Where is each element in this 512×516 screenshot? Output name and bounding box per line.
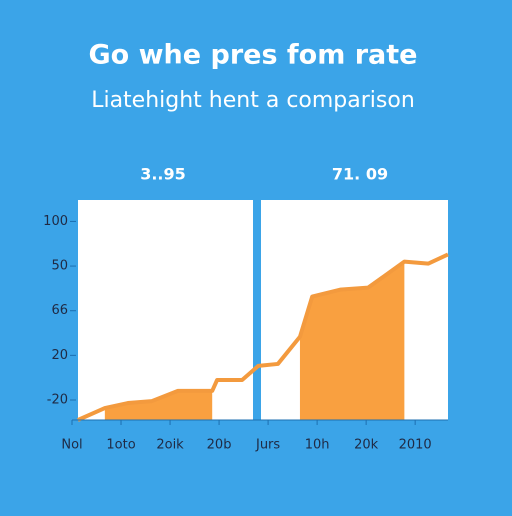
x-tick-label: Nol: [61, 438, 82, 453]
y-tick-label: 50: [51, 259, 68, 274]
x-tick-label: Jurs: [255, 438, 280, 453]
x-tick-label: 20b: [207, 438, 232, 453]
x-tick-label: 20k: [354, 438, 379, 453]
x-tick-label: 2010: [399, 438, 432, 453]
y-tick-label: 66: [51, 303, 68, 318]
y-tick-label: -20: [47, 393, 68, 408]
chart-subtitle: Liatehight hent a comparison: [91, 88, 415, 113]
shaded-area: [104, 390, 213, 420]
x-tick-label: 2oik: [156, 438, 184, 453]
x-tick-label: 1oto: [106, 438, 135, 453]
panel-label: 3..95: [140, 165, 186, 184]
y-tick-label: 20: [51, 348, 68, 363]
panel-label: 71. 09: [332, 165, 388, 184]
chart-title: Go whe pres fom rate: [89, 40, 418, 71]
shaded-area: [299, 261, 405, 420]
y-tick-label: 100: [43, 214, 68, 229]
line: [77, 252, 449, 422]
panel: [78, 200, 253, 420]
x-tick-label: 10h: [305, 438, 330, 453]
